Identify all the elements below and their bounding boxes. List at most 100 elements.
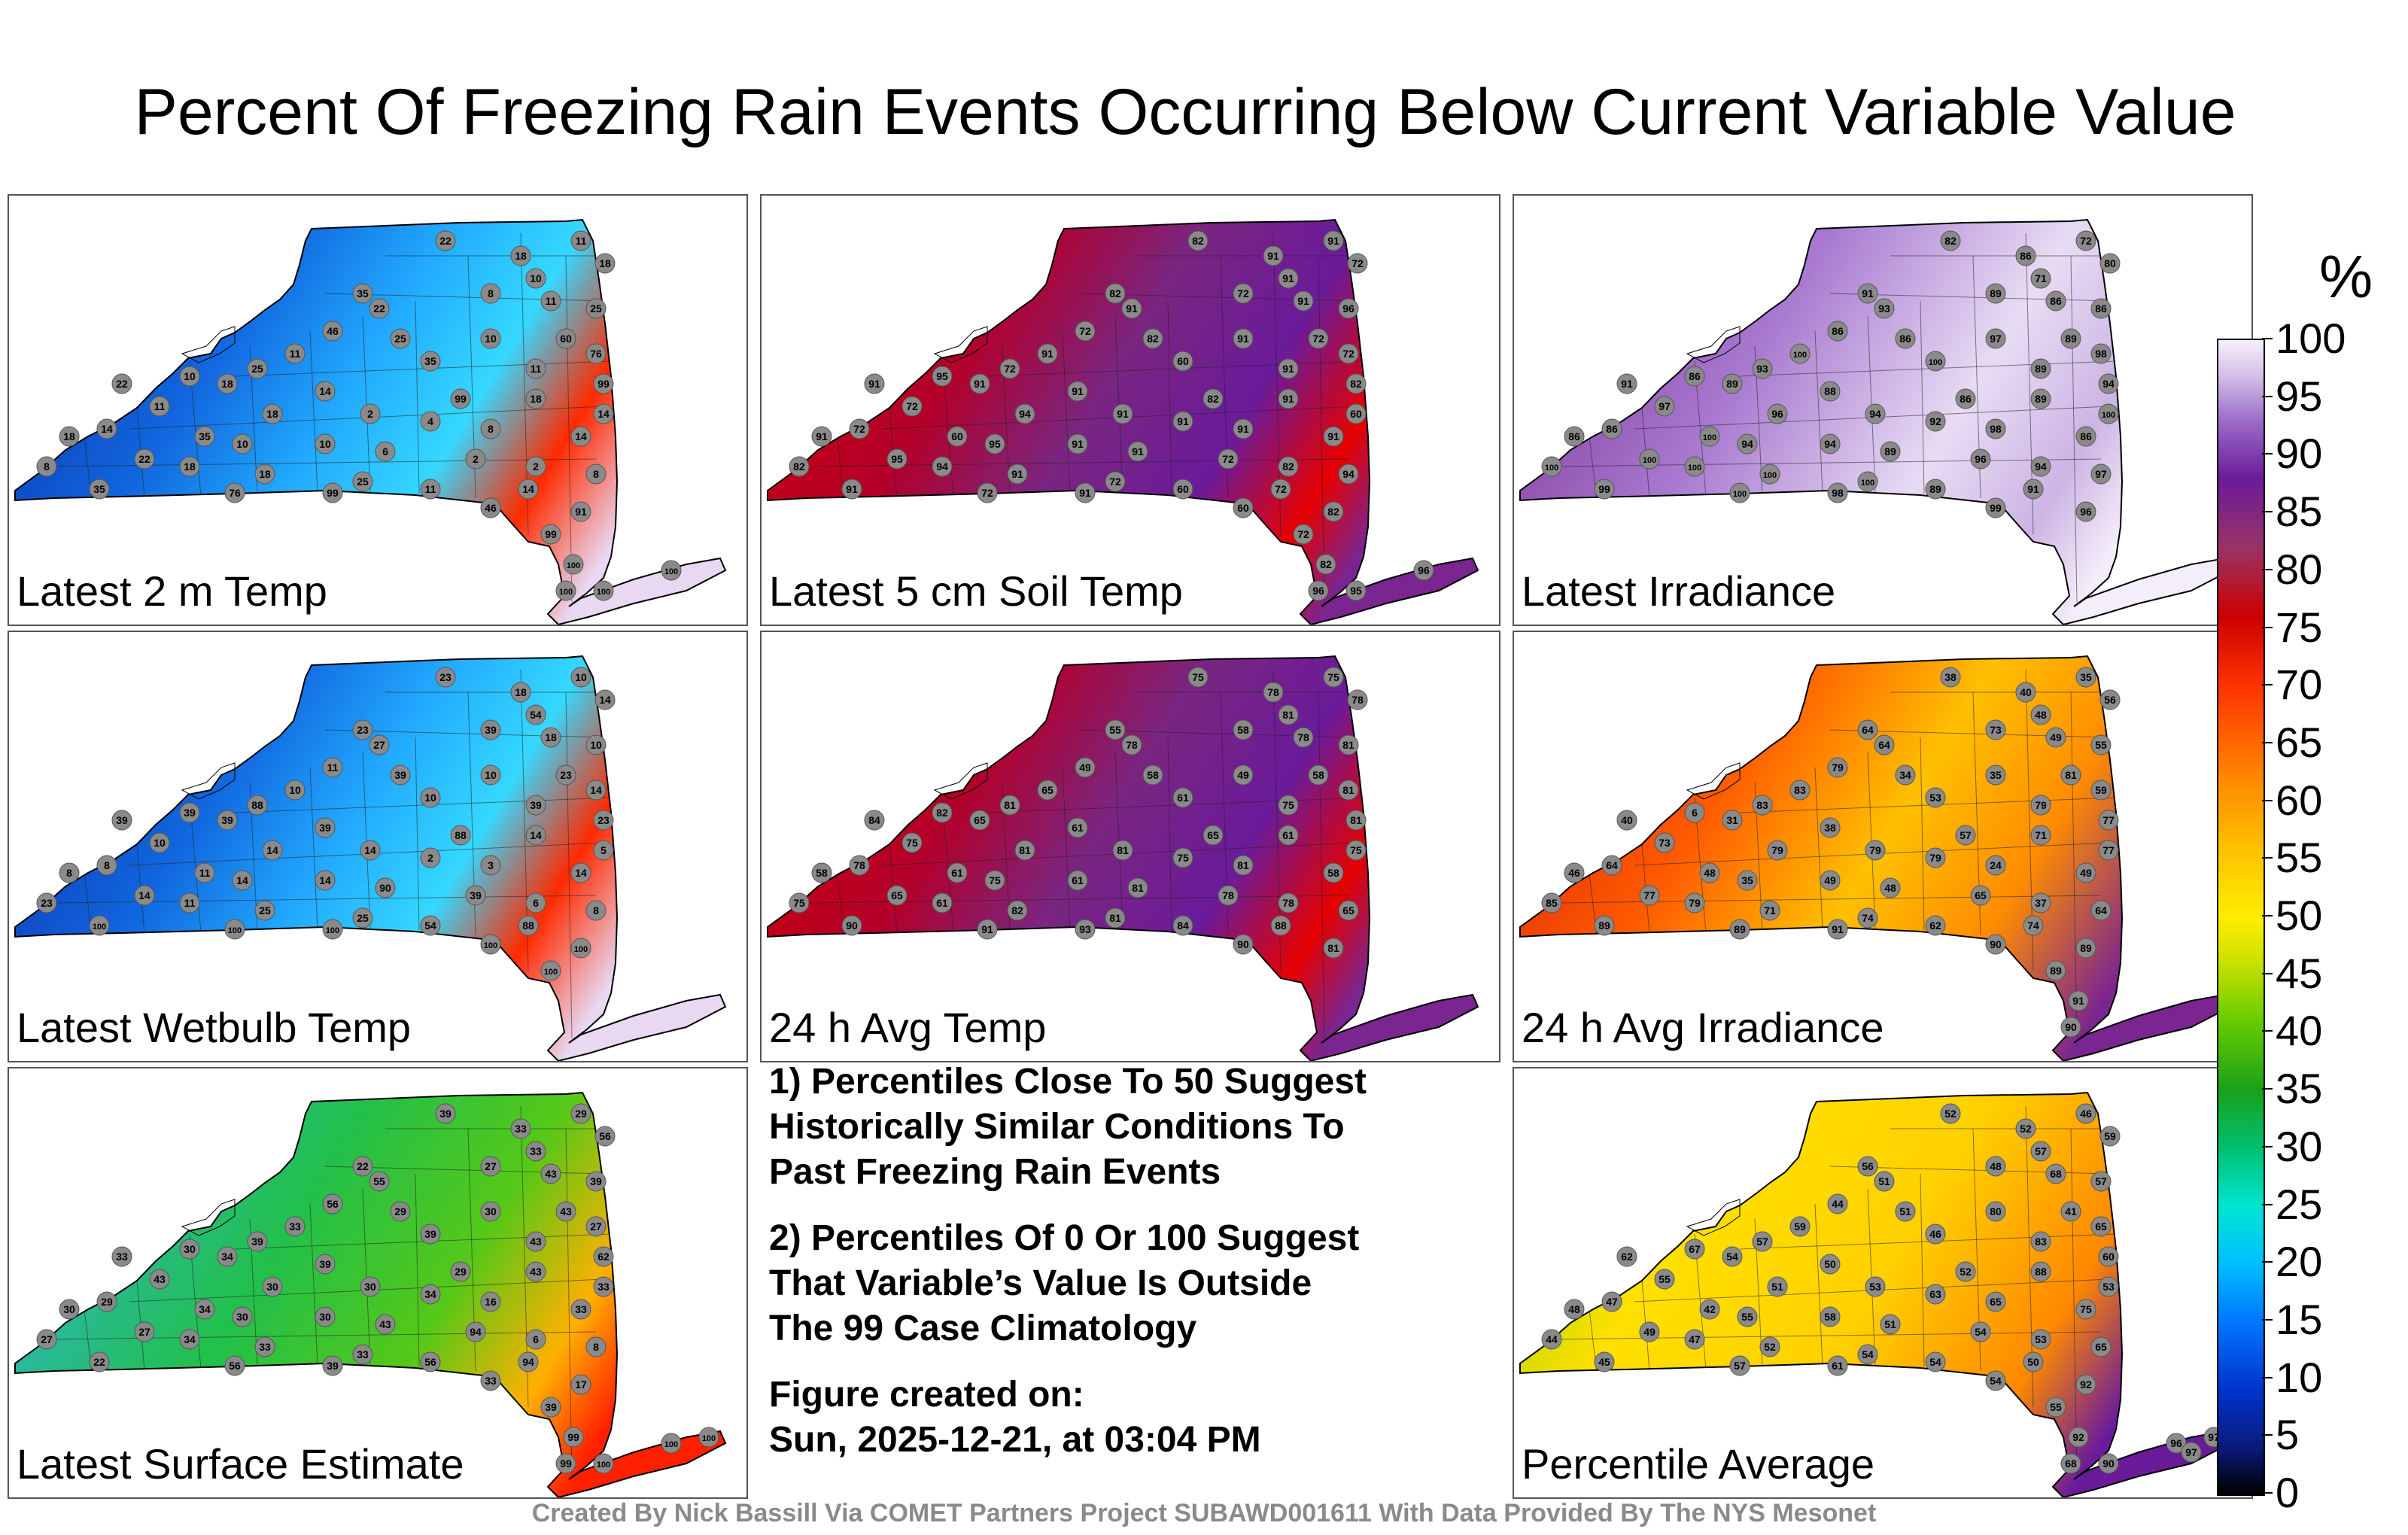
station-marker: 91	[570, 501, 591, 522]
station-marker: 97	[2181, 1442, 2202, 1463]
station-value: 91	[1282, 393, 1294, 405]
station-value: 91	[816, 430, 828, 442]
station-marker: 53	[2098, 1276, 2119, 1297]
station-value: 99	[545, 528, 557, 540]
station-marker: 18	[179, 456, 200, 477]
station-value: 58	[1237, 724, 1249, 736]
station-marker: 8	[96, 855, 117, 876]
station-marker: 96	[1970, 448, 1991, 470]
station-value: 72	[1237, 287, 1249, 299]
station-marker: 92	[2068, 1427, 2089, 1448]
station-value: 96	[1312, 585, 1324, 597]
county-line	[1867, 752, 1876, 929]
county-line	[1739, 797, 2117, 813]
station-value: 59	[1794, 1220, 1806, 1233]
station-value: 91	[575, 506, 587, 518]
station-value: 86	[2095, 302, 2107, 315]
station-value: 75	[1192, 671, 1204, 683]
station-marker: 65	[886, 885, 908, 906]
station-marker: 55	[1105, 719, 1126, 740]
station-marker: 57	[2090, 1171, 2112, 1192]
station-value: 100	[228, 926, 242, 935]
station-value: 61	[1177, 792, 1189, 804]
station-value: 90	[2065, 1021, 2077, 1033]
station-marker: 52	[1759, 1336, 1780, 1357]
station-value: 49	[1643, 1326, 1655, 1338]
station-marker: 91	[1127, 441, 1148, 462]
station-marker: 77	[1639, 885, 1660, 906]
station-marker: 81	[1338, 734, 1359, 755]
station-marker: 100	[661, 1433, 682, 1454]
station-value: 73	[1990, 724, 2002, 736]
station-value: 33	[259, 1341, 271, 1353]
station-marker: 8	[480, 418, 501, 439]
station-value: 55	[1741, 1311, 1753, 1323]
station-value: 75	[989, 874, 1001, 886]
station-marker: 94	[1014, 403, 1035, 424]
station-value: 100	[2102, 411, 2115, 420]
station-marker: 39	[540, 1397, 561, 1418]
state-outline	[767, 218, 1479, 625]
station-marker: 79	[1827, 757, 1848, 778]
state-outline	[1519, 1091, 2232, 1497]
station-value: 27	[138, 1326, 150, 1338]
station-value: 17	[575, 1378, 587, 1391]
station-value: 86	[2020, 250, 2032, 262]
station-value: 42	[1704, 1303, 1716, 1315]
panel-label: Latest Wetbulb Temp	[17, 1004, 412, 1051]
station-value: 18	[259, 468, 271, 480]
station-marker: 78	[1263, 682, 1284, 703]
station-marker: 78	[849, 855, 870, 876]
station-value: 43	[530, 1236, 542, 1248]
station-marker: 40	[1616, 810, 1637, 831]
station-marker: 62	[593, 1246, 614, 1267]
station-value: 82	[1320, 558, 1332, 570]
station-marker: 100	[1729, 482, 1750, 503]
station-value: 99	[1990, 502, 2002, 514]
station-value: 100	[1733, 490, 1747, 499]
station-value: 14	[575, 867, 587, 879]
station-value: 81	[1109, 912, 1121, 924]
colorbar-tick	[2262, 453, 2273, 455]
state-outline	[14, 218, 727, 625]
station-marker: 53	[2030, 1329, 2051, 1350]
station-marker: 99	[322, 482, 343, 503]
station-value: 38	[1824, 822, 1836, 834]
station-value: 82	[1282, 460, 1294, 473]
station-marker: 56	[322, 1193, 343, 1214]
state-outline	[767, 655, 1479, 1061]
station-value: 89	[2080, 942, 2092, 954]
station-marker: 22	[435, 230, 456, 251]
county-line	[1814, 1203, 1823, 1367]
station-value: 89	[2035, 363, 2047, 375]
station-marker: 47	[1684, 1329, 1705, 1350]
colorbar-tick-label: 75	[2276, 603, 2323, 651]
station-marker: 100	[2098, 403, 2119, 424]
station-value: 41	[2065, 1205, 2077, 1217]
lake-outline	[933, 762, 988, 800]
station-value: 86	[1606, 423, 1618, 435]
station-marker: 30	[480, 1201, 501, 1222]
county-line	[1867, 1188, 1876, 1366]
station-marker: 91	[977, 919, 998, 940]
station-value: 30	[184, 1243, 196, 1255]
station-marker: 93	[1752, 358, 1773, 379]
station-value: 57	[1756, 1236, 1768, 1248]
state-outline	[1519, 218, 2232, 625]
station-marker: 81	[1278, 704, 1299, 725]
station-marker: 100	[322, 919, 343, 940]
station-marker: 55	[2045, 1397, 2066, 1418]
station-marker: 91	[1037, 343, 1058, 364]
station-marker: 82	[1278, 456, 1299, 477]
station-value: 91	[1079, 487, 1091, 499]
station-marker: 4	[420, 411, 441, 432]
station-marker: 39	[585, 1171, 607, 1192]
colorbar-unit: %	[2319, 243, 2373, 310]
station-value: 89	[2050, 965, 2062, 977]
station-value: 22	[373, 302, 385, 315]
station-value: 99	[567, 1431, 579, 1443]
station-marker: 43	[375, 1314, 396, 1335]
station-value: 81	[1237, 859, 1249, 871]
station-value: 72	[1342, 348, 1354, 360]
station-marker: 88	[450, 825, 471, 846]
